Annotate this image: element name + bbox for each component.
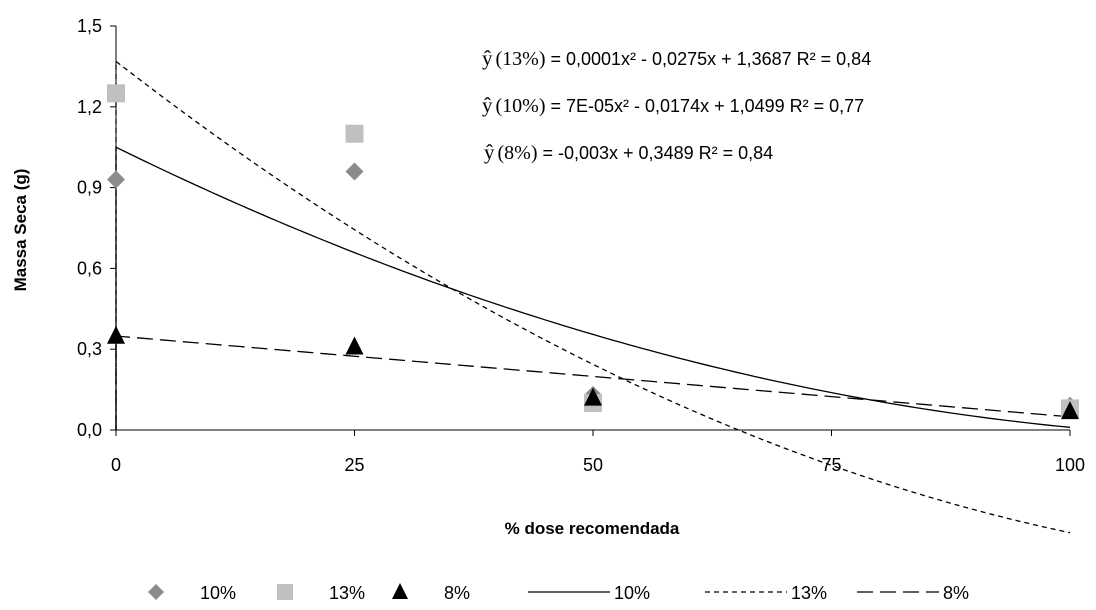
y-tick-label: 0,6: [77, 258, 102, 278]
triangle-marker: [345, 336, 364, 355]
triangle-marker: [1061, 401, 1079, 420]
y-tick-label: 1,5: [77, 16, 102, 36]
equation-text: = 0,0001x² - 0,0275x + 1,3687 R² = 0,84: [545, 49, 871, 69]
equation-text: = 7E-05x² - 0,0174x + 1,0499 R² = 0,77: [545, 96, 864, 116]
legend-label: 10%: [614, 583, 650, 603]
square-marker: [107, 84, 125, 103]
y-axis-label: Massa Seca (g): [11, 169, 30, 292]
equation-label: ŷ (8%) = -0,003x + 0,3489 R² = 0,84: [484, 140, 773, 164]
square-marker: [277, 584, 293, 600]
data-points: [107, 84, 1079, 420]
equation-group: (13%): [496, 48, 546, 70]
triangle-marker: [584, 387, 602, 406]
equation-text: = -0,003x + 0,3489 R² = 0,84: [537, 143, 773, 163]
equation-symbol: ŷ: [482, 93, 493, 117]
square-marker: [345, 124, 364, 143]
x-tick-label: 100: [1055, 455, 1085, 475]
chart-axes: [115, 26, 1070, 431]
y-tick-label: 0,3: [77, 339, 102, 359]
triangle-marker: [392, 583, 408, 599]
trendline-dashed: [115, 335, 1071, 430]
diamond-marker: [345, 162, 364, 181]
equation-symbol: ŷ: [482, 46, 493, 70]
legend-label: 13%: [791, 583, 827, 603]
trendlines: [115, 60, 1071, 534]
equation-group: (10%): [496, 95, 546, 117]
equation-label: ŷ (10%) = 7E-05x² - 0,0174x + 1,0499 R² =…: [482, 93, 864, 117]
legend-label: 8%: [943, 583, 969, 603]
diamond-marker: [148, 584, 164, 600]
x-tick-label: 0: [111, 455, 121, 475]
y-tick-label: 0,0: [77, 420, 102, 440]
diamond-marker: [107, 170, 125, 189]
legend: 10% 13% 8% 10% 13% 8%: [148, 583, 969, 603]
triangle-marker: [107, 325, 125, 344]
equations: ŷ (13%) = 0,0001x² - 0,0275x + 1,3687 R² …: [482, 46, 871, 164]
x-tick-label: 50: [583, 455, 603, 475]
equation-symbol: ŷ: [484, 140, 495, 164]
legend-label: 8%: [444, 583, 470, 603]
equation-label: ŷ (13%) = 0,0001x² - 0,0275x + 1,3687 R² …: [482, 46, 871, 70]
legend-label: 13%: [329, 583, 365, 603]
y-axis-ticks: 0,0 0,3 0,6 0,9 1,2 1,5: [77, 16, 116, 440]
x-tick-label: 25: [344, 455, 364, 475]
y-tick-label: 0,9: [77, 178, 102, 198]
x-axis-label: % dose recomendada: [505, 519, 680, 538]
trendline-solid: [115, 146, 1071, 430]
equation-group: (8%): [498, 142, 538, 164]
x-axis-ticks: 0 25 50 75 100: [111, 430, 1085, 475]
x-tick-label: 75: [821, 455, 841, 475]
y-tick-label: 1,2: [77, 97, 102, 117]
legend-label: 10%: [200, 583, 236, 603]
